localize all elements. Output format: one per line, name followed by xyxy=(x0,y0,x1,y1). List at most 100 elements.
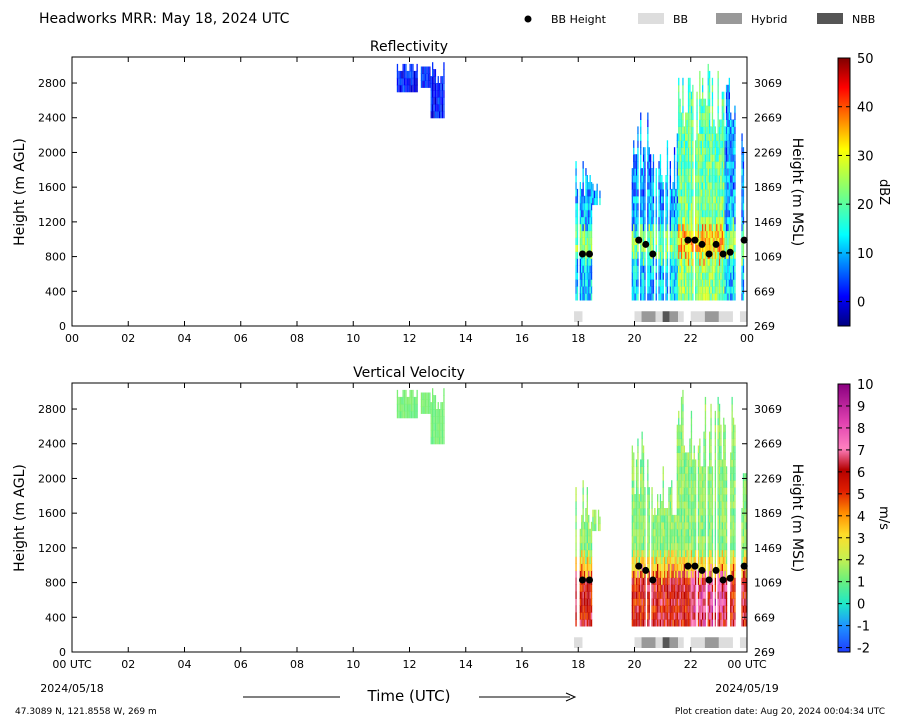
data-cell xyxy=(650,209,652,218)
data-cell xyxy=(644,514,646,523)
data-cell xyxy=(718,452,721,460)
data-cell xyxy=(432,416,434,424)
data-cell xyxy=(690,112,693,120)
data-cell xyxy=(742,244,745,252)
data-cell xyxy=(720,258,722,266)
data-cell xyxy=(644,175,646,183)
data-cell xyxy=(423,406,425,414)
data-cell xyxy=(439,103,441,112)
data-cell xyxy=(429,392,431,400)
data-cell xyxy=(704,272,707,280)
data-cell xyxy=(706,175,708,183)
data-cell xyxy=(690,140,693,148)
data-cell xyxy=(734,251,736,259)
data-cell xyxy=(658,612,660,620)
x-tick-label: 06 xyxy=(234,332,248,345)
data-cell xyxy=(673,195,676,204)
data-cell xyxy=(582,501,584,509)
data-cell xyxy=(728,147,730,155)
data-cell xyxy=(682,584,684,592)
data-cell xyxy=(644,188,646,197)
data-cell xyxy=(640,209,642,218)
data-cell xyxy=(687,161,690,169)
data-cell xyxy=(635,598,638,606)
data-cell xyxy=(720,584,722,592)
data-cell xyxy=(699,161,701,169)
data-cell xyxy=(676,188,678,197)
data-cell xyxy=(658,514,660,523)
data-cell xyxy=(682,77,684,86)
data-cell xyxy=(718,535,721,544)
data-cell xyxy=(742,154,745,162)
data-cell xyxy=(641,570,643,578)
data-cell xyxy=(721,112,723,120)
location-text: 47.3089 N, 121.8558 W, 269 m xyxy=(15,707,157,717)
data-cell xyxy=(699,105,701,114)
data-cell xyxy=(685,494,687,502)
data-cell xyxy=(690,251,693,259)
data-cell xyxy=(742,223,745,232)
data-cell xyxy=(673,272,676,280)
data-cell xyxy=(593,197,595,206)
data-cell xyxy=(702,133,704,141)
data-cell xyxy=(672,202,674,211)
data-cell xyxy=(707,473,709,481)
data-cell xyxy=(641,445,643,453)
data-cell xyxy=(689,188,691,197)
data-cell xyxy=(440,110,442,119)
data-cell xyxy=(640,147,642,155)
data-cell xyxy=(725,91,728,100)
data-cell xyxy=(582,223,584,232)
data-cell xyxy=(709,209,711,218)
data-cell xyxy=(651,216,653,225)
data-cell xyxy=(725,591,728,599)
data-cell xyxy=(711,84,714,93)
data-cell xyxy=(635,244,638,252)
data-cell xyxy=(641,556,643,564)
data-cell xyxy=(731,396,733,405)
data-cell xyxy=(440,429,442,438)
data-cell xyxy=(695,556,697,564)
data-cell xyxy=(398,410,400,419)
data-cell xyxy=(683,286,685,294)
data-cell xyxy=(710,168,712,176)
data-cell xyxy=(434,110,437,119)
data-cell xyxy=(704,591,707,599)
data-cell xyxy=(633,265,635,273)
data-cell xyxy=(586,612,588,620)
data-cell xyxy=(709,154,711,162)
data-cell xyxy=(673,161,676,169)
data-cell xyxy=(640,605,642,613)
data-cell xyxy=(727,195,729,204)
data-cell xyxy=(710,126,712,134)
data-cell xyxy=(717,195,719,204)
data-cell xyxy=(703,175,705,183)
data-cell xyxy=(692,98,694,107)
data-cell xyxy=(690,202,693,211)
data-cell xyxy=(436,436,438,445)
data-cell xyxy=(634,265,636,273)
data-cell xyxy=(635,501,638,509)
data-cell xyxy=(665,175,667,183)
data-cell xyxy=(704,410,707,419)
data-cell xyxy=(586,216,588,225)
data-cell xyxy=(401,84,403,93)
data-cell xyxy=(664,612,666,620)
data-cell xyxy=(723,140,725,148)
data-cell xyxy=(658,223,660,232)
data-cell xyxy=(678,466,680,474)
data-cell xyxy=(659,161,662,169)
data-cell xyxy=(728,195,730,204)
data-cell xyxy=(654,563,656,571)
data-cell xyxy=(687,612,690,620)
data-cell xyxy=(648,147,650,155)
data-cell xyxy=(710,133,712,141)
data-cell xyxy=(664,577,666,585)
data-cell xyxy=(583,570,586,578)
data-cell xyxy=(678,244,680,252)
data-cell xyxy=(585,251,587,259)
data-cell xyxy=(730,570,732,578)
data-cell xyxy=(713,286,715,294)
data-cell xyxy=(727,286,729,294)
data-cell xyxy=(721,279,723,287)
